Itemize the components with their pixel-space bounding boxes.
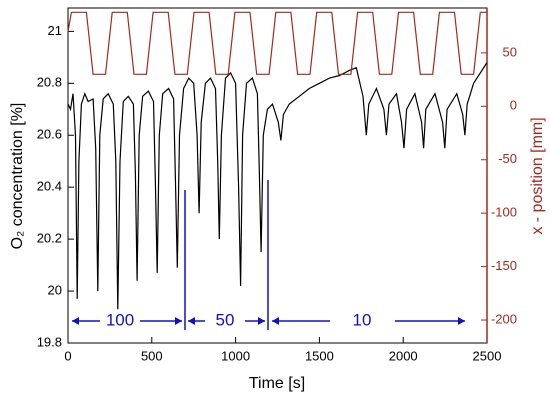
x-tick-label: 0 xyxy=(64,348,71,363)
y2-tick-label: -150 xyxy=(491,258,517,273)
x-tick-label: 1000 xyxy=(221,348,250,363)
y-tick-label: 20.4 xyxy=(37,179,62,194)
y-tick-label: 20.8 xyxy=(37,75,62,90)
x-tick-label: 2000 xyxy=(389,348,418,363)
annotation: 10 xyxy=(353,310,372,329)
y2-tick-label: -200 xyxy=(491,311,517,326)
x-tick-label: 2500 xyxy=(473,348,502,363)
y-tick-label: 19.8 xyxy=(37,334,62,349)
series-line xyxy=(67,62,488,310)
annotation: 50 xyxy=(216,310,235,329)
y-tick-label: 20 xyxy=(48,282,62,297)
x-tick-label: 1500 xyxy=(305,348,334,363)
y2-axis-label: x - position [mm] xyxy=(529,117,546,234)
y2-tick-label: 0 xyxy=(510,98,517,113)
y-tick-label: 20.6 xyxy=(37,127,62,142)
annotation-arrows xyxy=(72,180,465,330)
y-tick-label: 21 xyxy=(48,23,62,38)
annotation: 100 xyxy=(106,310,134,329)
y2-tick-label: -50 xyxy=(498,151,517,166)
x-tick-label: 500 xyxy=(141,348,163,363)
y-axis-label: O₂ concentration [%] xyxy=(9,103,26,250)
plot-frame xyxy=(67,7,488,344)
x-axis-label: Time [s] xyxy=(249,375,305,392)
y2-tick-label: 50 xyxy=(503,44,517,59)
series-line xyxy=(67,11,487,75)
y2-tick-label: -100 xyxy=(491,205,517,220)
y-tick-label: 20.2 xyxy=(37,231,62,246)
